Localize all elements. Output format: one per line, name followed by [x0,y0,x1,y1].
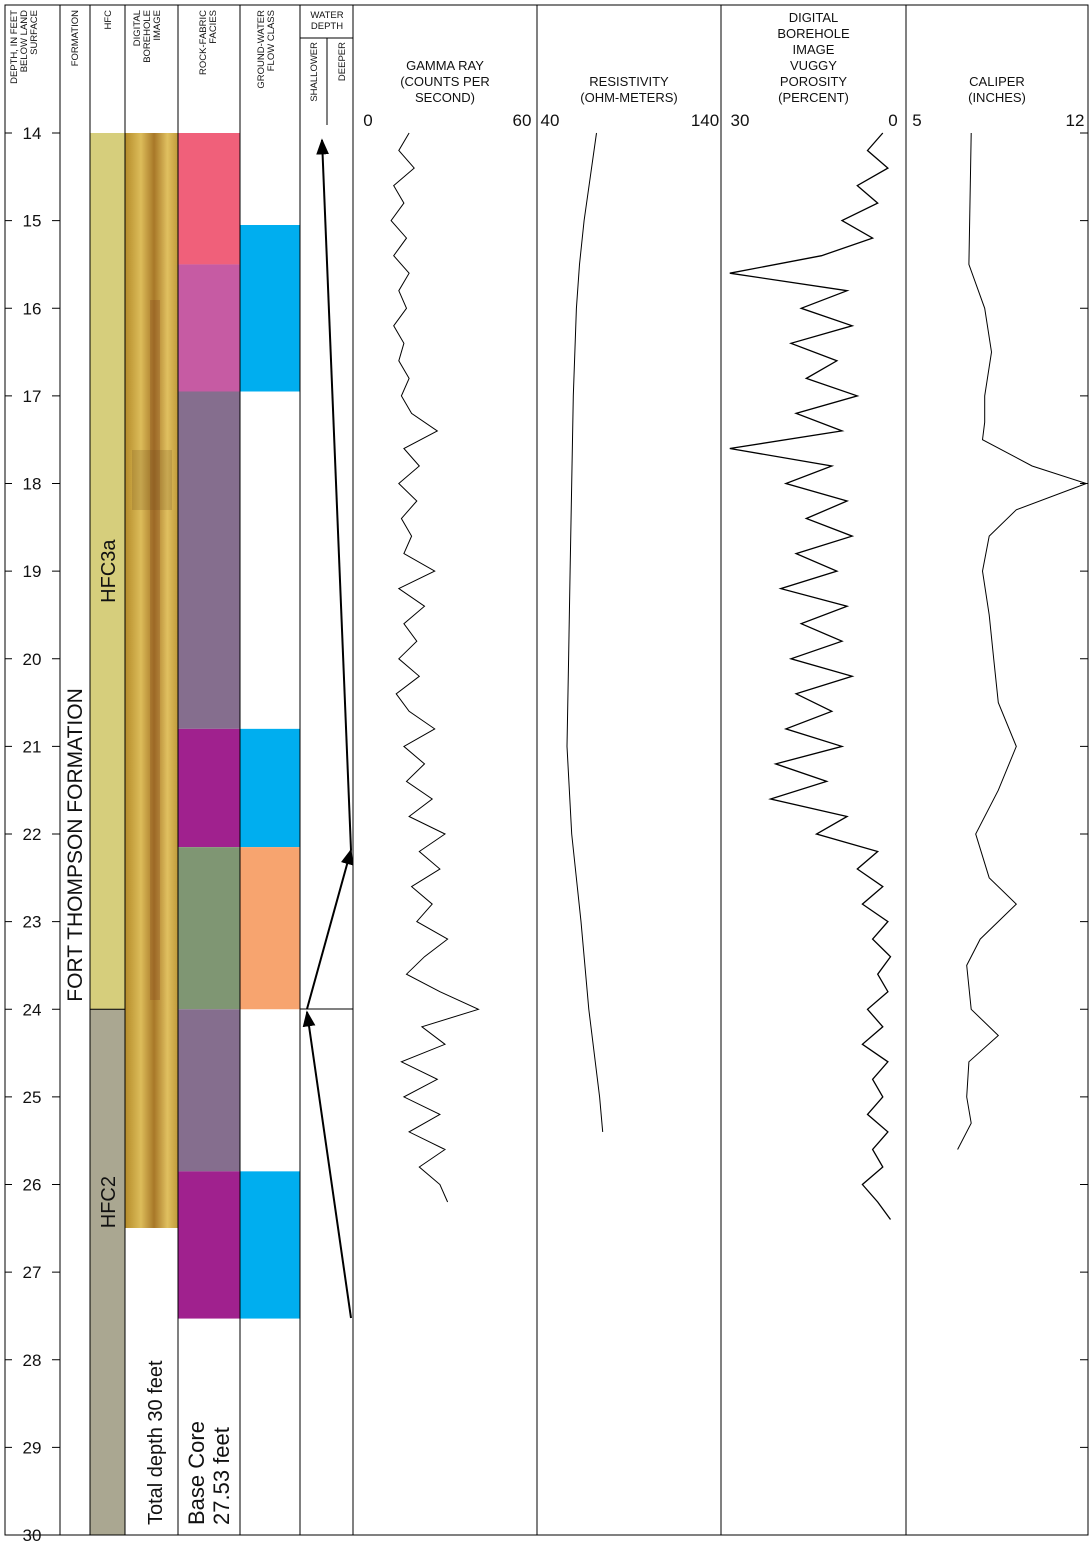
track-title: (INCHES) [968,90,1026,105]
log-curve [390,132,480,1203]
track-title: IMAGE [793,42,835,57]
header: ROCK-FABRIC [198,10,209,75]
header: SHALLOWER [309,42,320,102]
facies-interval [178,1171,240,1319]
depth-tick-label: 15 [23,212,42,231]
header: GROUND-WATER [256,10,267,89]
arrow [306,848,354,1010]
header: FORMATION [70,10,81,66]
header: WATER [310,10,343,21]
header: FLOW CLASS [266,10,277,71]
track-title: VUGGY [790,58,837,73]
x-tick-label: 0 [363,111,372,130]
facies-interval [178,1009,240,1172]
x-tick-label: 30 [731,111,750,130]
borehole-image [125,133,178,1228]
track-title: POROSITY [780,74,848,89]
flow-class-interval [240,728,300,848]
header: DEPTH, IN FEET [9,10,20,84]
flow-class-interval [240,1171,300,1319]
track-title: GAMMA RAY [406,58,484,73]
arrow [316,138,352,851]
depth-tick-label: 28 [23,1351,42,1370]
depth-tick-label: 25 [23,1088,42,1107]
water-depth-arrows [302,138,354,1319]
base-core-note: 27.53 feet [209,1427,234,1525]
depth-tick-label: 27 [23,1263,42,1282]
track-title: SECOND) [415,90,475,105]
depth-tick-label: 22 [23,825,42,844]
x-tick-label: 140 [691,111,719,130]
frame [4,4,1089,1536]
header: DEEPER [337,42,348,81]
track-title: DIGITAL [789,10,839,25]
header: DEPTH [311,21,343,32]
facies-interval [178,847,240,1010]
track-title: RESISTIVITY [589,74,669,89]
x-tick-label: 12 [1066,111,1085,130]
borehole-image-streak [132,450,172,510]
header: BELOW LAND [19,10,30,72]
depth-tick-label: 29 [23,1438,42,1457]
hfc-label: HFC2 [98,1176,120,1228]
facies-interval [178,728,240,848]
hfc-label: HFC3a [98,539,120,603]
log-curve [957,132,1088,1150]
header: BOREHOLE [142,10,153,63]
log-curve [566,132,604,1132]
header: IMAGE [152,10,163,41]
depth-tick-label: 17 [23,387,42,406]
track-title: BOREHOLE [777,26,850,41]
depth-tick-label: 20 [23,650,42,669]
track-title: (PERCENT) [778,90,849,105]
hfc-interval [90,1009,125,1535]
outer-frame [4,4,1089,1536]
depth-tick-label: 19 [23,562,42,581]
background-layer [90,133,300,1535]
flow-class-interval [240,847,300,1010]
x-tick-label: 5 [912,111,921,130]
header: FACIES [208,10,219,44]
x-tick-label: 0 [888,111,897,130]
track-title: CALIPER [969,74,1025,89]
formation-label: FORT THOMPSON FORMATION [64,688,87,1001]
x-tick-label: 40 [541,111,560,130]
depth-tick-label: 16 [23,299,42,318]
depth-tick-label: 30 [23,1526,42,1544]
hfc-interval [90,133,125,1010]
header: DIGITAL [132,10,143,46]
depth-tick-label: 21 [23,737,42,756]
depth-tick-label: 18 [23,475,42,494]
track-title: (COUNTS PER [400,74,490,89]
depth-tick-label: 14 [23,124,42,143]
arrow [302,1010,352,1319]
facies-interval [178,264,240,392]
track-title: (OHM-METERS) [580,90,678,105]
base-core-note: Base Core [184,1421,209,1525]
depth-tick-label: 24 [23,1000,42,1019]
facies-interval [178,133,240,265]
flow-class-interval [240,225,300,392]
total-depth-note: Total depth 30 feet [145,1360,167,1525]
log-curve [729,132,892,1220]
facies-interval [178,391,240,729]
x-tick-label: 60 [513,111,532,130]
depth-tick-label: 26 [23,1176,42,1195]
depth-tick-label: 23 [23,913,42,932]
header: SURFACE [29,10,40,55]
borehole-image-streak [150,300,160,1000]
header: HFC [103,10,114,30]
